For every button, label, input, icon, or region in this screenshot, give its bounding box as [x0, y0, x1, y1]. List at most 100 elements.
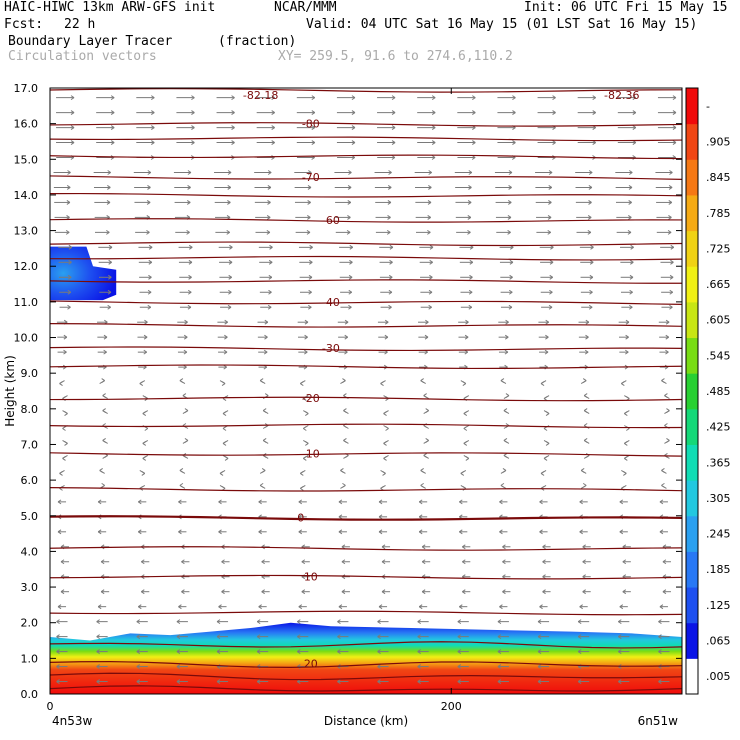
vector-head [592, 142, 596, 145]
vector-head [380, 485, 384, 489]
vector-head [428, 172, 432, 175]
vector-head [670, 259, 674, 263]
vector-head [391, 155, 396, 158]
vector-head [500, 482, 505, 486]
vector-head [68, 246, 73, 250]
vector-head [512, 127, 516, 130]
vector-head [256, 664, 261, 667]
vector-head [268, 289, 272, 293]
vector-head [338, 606, 343, 610]
vector-head [258, 501, 262, 505]
vector-head [457, 649, 462, 652]
vector-head [222, 413, 227, 416]
vector-head [102, 395, 106, 398]
vector-head [184, 438, 189, 441]
vector-head [584, 351, 589, 355]
vector-head [661, 482, 665, 486]
vector-head [668, 216, 672, 220]
vector-head [662, 559, 667, 563]
vector-head [176, 681, 181, 684]
vector-head [472, 127, 476, 130]
vector-head [661, 468, 665, 471]
vector-head [630, 259, 634, 263]
vector-head [672, 95, 677, 99]
vector-head [337, 649, 341, 652]
vector-head [311, 95, 316, 99]
valid-time: Valid: 04 UTC Sat 16 May 15 (01 LST Sat … [306, 17, 698, 32]
vector-head [64, 413, 68, 416]
vector-head [304, 334, 308, 338]
vector-head [136, 649, 141, 652]
vector-head [377, 666, 381, 669]
vector-head [64, 443, 68, 446]
vector-head [110, 97, 115, 101]
vector-head [629, 172, 633, 175]
vector-head [178, 604, 182, 608]
vector-head [625, 336, 629, 340]
vector-head [151, 112, 155, 116]
vector-head [582, 574, 586, 578]
vector-head [629, 306, 633, 310]
vector-head [186, 214, 191, 218]
vector-head [311, 140, 316, 143]
vector-head [420, 484, 424, 488]
vector-head [262, 410, 267, 413]
vector-head [382, 471, 386, 474]
vector-head [457, 634, 462, 638]
vector-head [218, 606, 222, 610]
vector-head [659, 514, 664, 518]
vector-head [658, 636, 662, 640]
vector-head [103, 336, 108, 340]
vector-head [499, 499, 503, 503]
vector-head [187, 185, 191, 188]
vector-head [298, 499, 303, 503]
vector-head [191, 95, 195, 99]
vector-head [222, 441, 227, 444]
vector-head [425, 438, 429, 441]
y-tick-label: 12.0 [14, 260, 39, 273]
vector-head [268, 276, 273, 280]
vector-head [348, 291, 353, 295]
vector-head [457, 619, 462, 623]
vector-head [67, 274, 72, 278]
colorbar-swatch [686, 658, 698, 695]
vector-head [380, 383, 384, 387]
vector-head [661, 470, 665, 473]
vector-head [462, 383, 467, 387]
vector-head [548, 172, 553, 175]
colorbar-swatch [686, 373, 698, 410]
vector-head [512, 140, 516, 143]
vector-head [658, 621, 662, 625]
vector-head [582, 544, 586, 548]
colorbar-swatch [686, 159, 698, 196]
vector-head [338, 604, 343, 608]
vector-head [462, 381, 467, 385]
vector-head [502, 470, 507, 473]
vector-head [229, 246, 233, 250]
isotherm-line [50, 175, 682, 180]
vector-head [507, 200, 512, 203]
vector-head [537, 651, 542, 654]
vector-head [179, 482, 184, 486]
vector-head [221, 485, 226, 489]
vector-head [469, 259, 474, 263]
vector-head [624, 411, 628, 414]
vector-head [552, 140, 556, 143]
vector-head [391, 97, 396, 101]
vector-head [659, 529, 664, 533]
vector-head [629, 304, 633, 308]
vector-head [429, 244, 434, 248]
vector-head [669, 274, 674, 278]
vector-head [221, 383, 226, 387]
vector-head [62, 458, 66, 461]
vector-head [104, 455, 108, 458]
vector-head [587, 214, 592, 218]
vector-head [582, 378, 587, 382]
vector-head [59, 473, 63, 476]
vector-head [548, 202, 552, 205]
vector-head [549, 259, 554, 263]
vector-head [264, 319, 269, 323]
vector-head [429, 276, 433, 280]
vector-head [186, 231, 190, 235]
